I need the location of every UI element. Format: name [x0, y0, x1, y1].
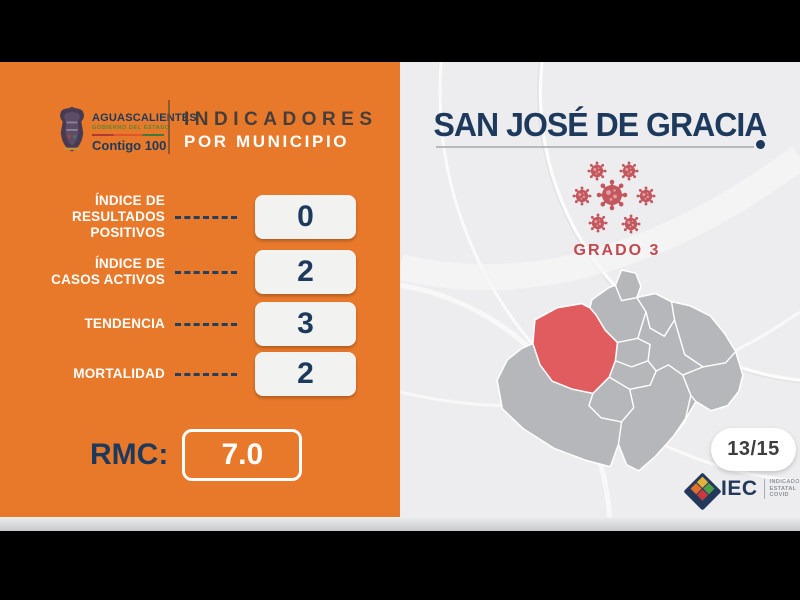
- indicator-label: ÍNDICE DE CASOS ACTIVOS: [51, 256, 165, 287]
- header-title-line2: POR MUNICIPIO: [184, 132, 350, 151]
- indicator-label: TENDENCIA: [84, 316, 165, 332]
- brand-divider-bar: [92, 133, 164, 136]
- indicator-row-active-cases: ÍNDICE DE CASOS ACTIVOS 2: [35, 250, 356, 294]
- indicator-row-mortality: MORTALIDAD 2: [35, 352, 356, 396]
- page-indicator-badge: 13/15: [711, 428, 796, 471]
- brand-subtitle: GOBIERNO DEL ESTADO: [92, 125, 170, 131]
- state-silhouette: [496, 269, 744, 472]
- dashed-connector: [175, 270, 237, 274]
- header-title-line1: INDICADORES: [184, 109, 378, 130]
- municipality-title: SAN JOSÉ DE GRACIA: [433, 106, 768, 143]
- iec-abbr: IEC: [721, 477, 758, 500]
- iec-caption: INDICADOR ESTATAL COVID: [763, 479, 800, 499]
- indicator-value-box: 2: [255, 352, 356, 396]
- title-dot: [756, 140, 765, 149]
- rmc-row: RMC: 7.0: [90, 429, 303, 481]
- indicator-value-box: 0: [255, 195, 356, 239]
- slide: AGUASCALIENTES GOBIERNO DEL ESTADO Conti…: [0, 62, 800, 517]
- slide-edge-strip: [0, 517, 800, 531]
- indicator-value: 2: [297, 357, 314, 390]
- rmc-label: RMC:: [90, 438, 169, 471]
- dashed-connector: [175, 322, 237, 326]
- indicator-row-positives: ÍNDICE DE RESULTADOS POSITIVOS 0: [35, 193, 356, 240]
- iec-logo: IEC INDICADOR ESTATAL COVID: [683, 472, 800, 511]
- indicator-row-trend: TENDENCIA 3: [35, 302, 356, 346]
- aguascalientes-municipalities-map: [496, 269, 744, 472]
- dashed-connector: [175, 215, 237, 219]
- rmc-value: 7.0: [221, 438, 264, 471]
- indicator-label: MORTALIDAD: [73, 366, 165, 382]
- indicator-value: 2: [297, 255, 314, 288]
- letterbox-top: [0, 0, 800, 62]
- title-underline: [436, 146, 754, 148]
- indicators-panel: AGUASCALIENTES GOBIERNO DEL ESTADO Conti…: [0, 62, 400, 517]
- brand-text: AGUASCALIENTES GOBIERNO DEL ESTADO Conti…: [92, 113, 202, 152]
- iec-diamond-icon: [683, 472, 722, 511]
- indicator-value: 0: [297, 200, 314, 233]
- highlighted-municipality-san-jose-de-gracia: [532, 302, 619, 395]
- virus-cluster-icon: [571, 160, 657, 235]
- indicator-label: ÍNDICE DE RESULTADOS POSITIVOS: [72, 193, 165, 240]
- letterbox-bottom: [0, 531, 800, 600]
- grade-label: GRADO 3: [573, 242, 661, 259]
- dashed-connector: [175, 372, 237, 376]
- header-divider: [168, 100, 170, 154]
- municipality-borders: [588, 284, 737, 446]
- municipality-panel: SAN JOSÉ DE GRACIA: [400, 62, 800, 517]
- indicator-value-box: 3: [255, 302, 356, 346]
- indicator-value-box: 2: [255, 250, 356, 294]
- brand-name: AGUASCALIENTES: [92, 112, 197, 124]
- indicator-value: 3: [297, 307, 314, 340]
- rmc-value-box: 7.0: [182, 429, 303, 481]
- brand-tagline: Contigo 100: [92, 137, 167, 153]
- aguascalientes-coat-of-arms-icon: [60, 106, 84, 152]
